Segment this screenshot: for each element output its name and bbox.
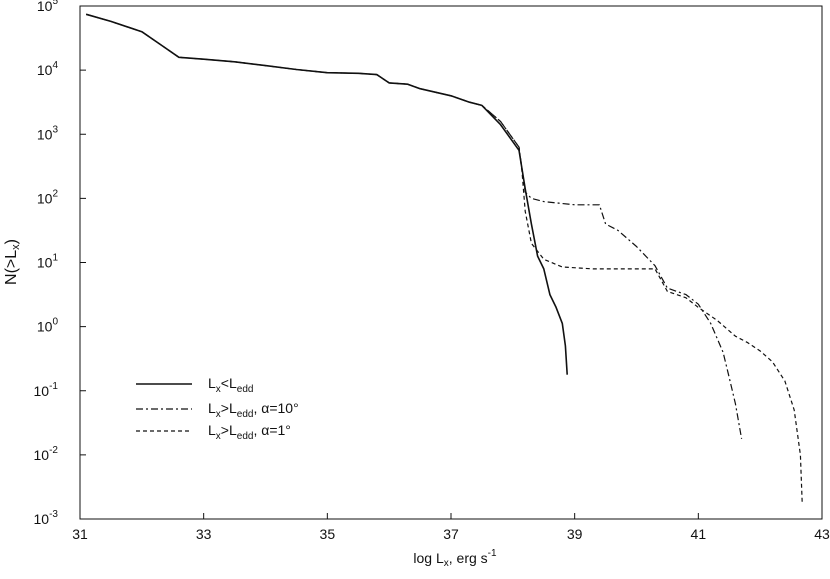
y-tick-label: 104 xyxy=(37,60,59,78)
series-line-dashed xyxy=(86,13,803,504)
legend-label: Lx>Ledd, α=10° xyxy=(208,400,299,420)
y-tick-label: 102 xyxy=(37,188,59,206)
y-tick-label: 10-2 xyxy=(34,445,59,463)
legend: Lx<Ledd Lx>Ledd, α=10°Lx>Ledd, α=1° xyxy=(136,375,299,442)
x-tick-label: 33 xyxy=(196,526,212,542)
plot-frame xyxy=(79,5,823,520)
y-tick-label: 105 xyxy=(37,0,59,14)
x-tick-label: 31 xyxy=(72,526,88,542)
x-tick-label: 41 xyxy=(691,526,707,542)
y-axis-label: N(>Lx) xyxy=(3,239,22,285)
x-tick-label: 37 xyxy=(443,526,459,542)
y-tick-label: 101 xyxy=(37,253,59,271)
x-tick-label: 43 xyxy=(814,526,830,542)
legend-label: Lx>Ledd, α=1° xyxy=(208,422,291,442)
series-line-dashdot xyxy=(86,13,743,439)
x-tick-label: 35 xyxy=(320,526,336,542)
y-tick-label: 10-3 xyxy=(34,509,59,527)
y-tick-label: 103 xyxy=(37,124,59,142)
x-axis: 31 33 35 37 39 41 43 xyxy=(72,513,830,542)
series-line-solid xyxy=(85,13,568,375)
y-tick-label: 100 xyxy=(37,317,59,335)
series-layer xyxy=(85,13,803,504)
x-tick-label: 39 xyxy=(567,526,583,542)
legend-label: Lx<Ledd xyxy=(208,375,253,395)
y-tick-label: 10-1 xyxy=(34,381,59,399)
x-axis-label: log Lx, erg s-1 xyxy=(413,548,497,569)
y-axis: 10-3 10-2 10-1 100 101 102 103 104 105 xyxy=(34,0,86,527)
